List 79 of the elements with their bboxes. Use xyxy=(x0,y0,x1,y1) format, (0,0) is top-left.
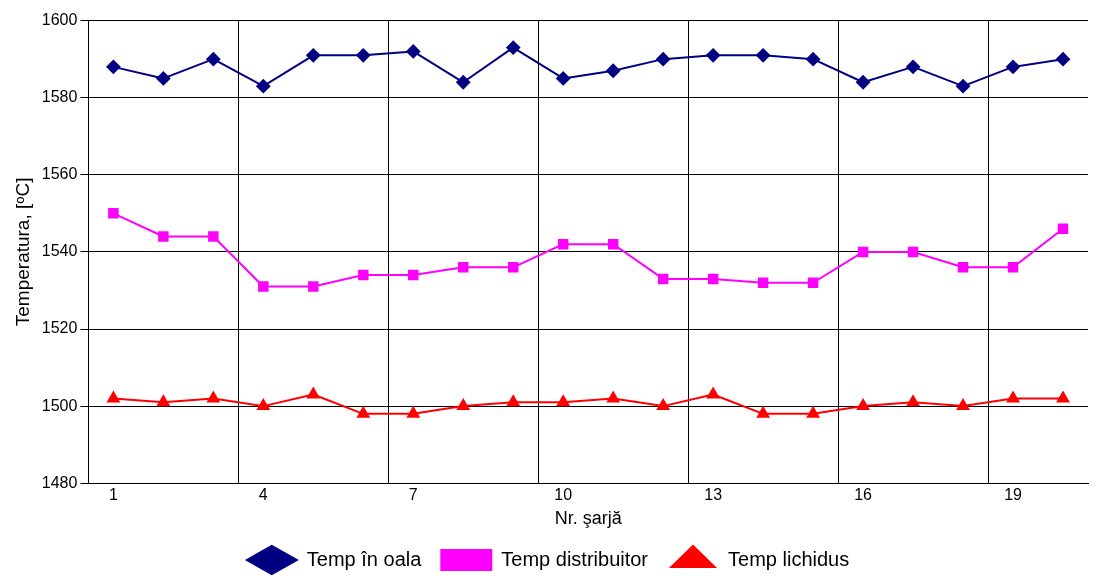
point xyxy=(257,399,270,411)
point xyxy=(756,48,771,63)
point xyxy=(556,71,571,86)
point xyxy=(157,395,170,407)
point xyxy=(306,48,321,63)
x-tick-label: 10 xyxy=(554,486,573,504)
legend-label: Temp lichidus xyxy=(728,547,850,570)
point xyxy=(857,246,869,258)
point xyxy=(507,262,519,273)
point xyxy=(1056,52,1071,67)
point xyxy=(707,273,719,285)
point xyxy=(657,273,669,285)
point xyxy=(907,246,919,258)
y-tick-label: 1600 xyxy=(41,11,78,29)
point xyxy=(557,238,569,250)
x-tick-label: 1 xyxy=(108,486,118,504)
x-tick-label: 4 xyxy=(258,486,268,504)
x-axis-title: Nr. şarjă xyxy=(554,508,623,529)
point xyxy=(906,59,921,74)
point xyxy=(856,75,871,90)
y-tick-label: 1480 xyxy=(41,473,78,491)
point xyxy=(308,281,319,292)
point xyxy=(607,238,619,250)
y-tick-label: 1540 xyxy=(41,242,78,260)
point xyxy=(356,48,371,63)
point xyxy=(656,52,671,67)
point xyxy=(307,387,320,399)
point xyxy=(557,395,570,407)
x-tick-label: 19 xyxy=(1004,486,1023,504)
y-tick-label: 1520 xyxy=(41,319,78,337)
point xyxy=(407,406,420,418)
point xyxy=(1006,391,1020,403)
point xyxy=(807,277,819,288)
point xyxy=(208,231,219,242)
point xyxy=(156,71,171,86)
y-tick-label: 1580 xyxy=(41,88,78,106)
point xyxy=(706,387,720,399)
point xyxy=(108,208,119,219)
point xyxy=(106,59,121,74)
point xyxy=(206,52,221,67)
point xyxy=(507,395,520,407)
point xyxy=(806,52,821,67)
point xyxy=(656,399,670,411)
point xyxy=(357,406,370,418)
point xyxy=(158,231,169,242)
point xyxy=(757,277,769,288)
x-tick-label: 16 xyxy=(854,486,873,504)
point xyxy=(406,44,421,59)
point xyxy=(107,391,120,403)
point xyxy=(506,40,521,55)
point xyxy=(1056,391,1070,403)
point xyxy=(256,79,271,94)
point xyxy=(957,262,969,273)
point xyxy=(408,269,419,281)
point xyxy=(456,75,471,90)
point xyxy=(956,79,971,94)
point xyxy=(1057,223,1069,235)
x-tick-label: 13 xyxy=(704,486,723,504)
point xyxy=(258,281,269,292)
point xyxy=(606,63,621,78)
point xyxy=(756,406,770,418)
point xyxy=(706,48,721,63)
y-tick-label: 1560 xyxy=(41,165,78,183)
legend-label: Temp distribuitor xyxy=(501,547,649,570)
point xyxy=(1006,59,1021,74)
point xyxy=(606,391,620,403)
legend-label: Temp în oala xyxy=(306,547,423,570)
point xyxy=(457,399,470,411)
point xyxy=(458,262,469,273)
point xyxy=(956,399,970,411)
point xyxy=(906,395,920,407)
y-tick-label: 1500 xyxy=(41,396,78,414)
point xyxy=(856,399,870,411)
point xyxy=(207,391,220,403)
x-tick-label: 7 xyxy=(408,486,418,504)
y-axis-title: Temperatura, [ᵒC] xyxy=(11,177,33,327)
point xyxy=(1007,262,1019,273)
point xyxy=(806,406,820,418)
point xyxy=(358,269,369,281)
